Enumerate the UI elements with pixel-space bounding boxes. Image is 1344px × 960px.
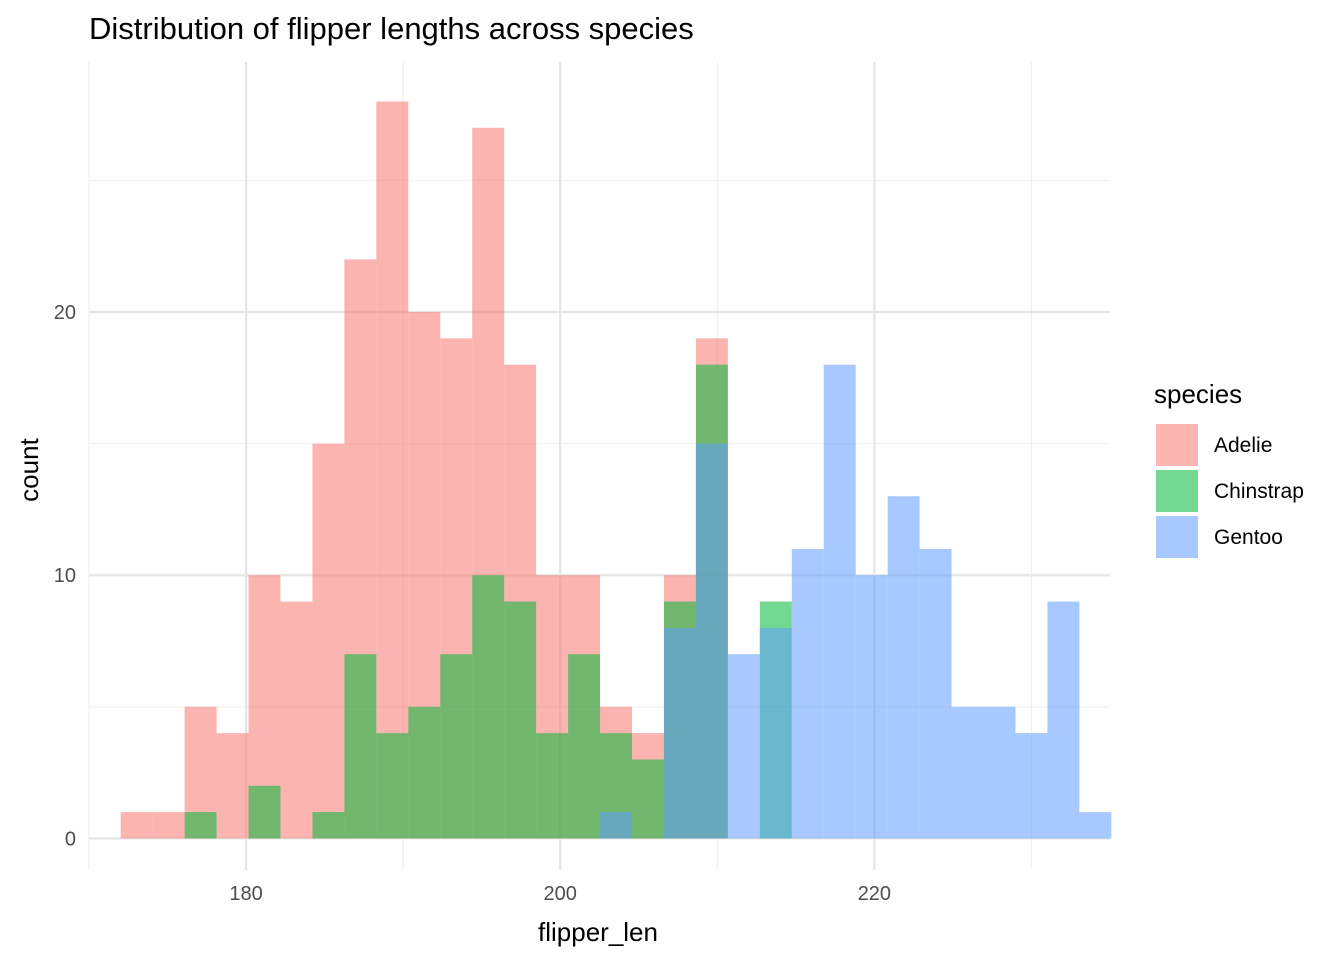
bar-chinstrap [184,812,217,839]
bar-gentoo [919,548,952,839]
bar-chinstrap [376,733,409,839]
bar-adelie [120,812,153,839]
bar-chinstrap [568,654,601,839]
bar-gentoo [695,443,728,839]
bar-gentoo [855,575,888,839]
legend: species Adelie Chinstrap Gentoo [1154,379,1304,558]
bar-gentoo [759,627,792,839]
x-axis-tick-labels: 180 200 220 [229,883,891,905]
bar-chinstrap [536,733,569,839]
bar-chinstrap [248,785,281,839]
bar-gentoo [600,812,632,839]
bar-gentoo [887,496,920,839]
bar-gentoo [823,364,856,839]
legend-title: species [1154,379,1242,409]
bar-gentoo [727,654,760,839]
bar-chinstrap [631,759,664,839]
bar-adelie [280,601,313,839]
x-tick-label: 220 [858,883,891,905]
legend-key-adelie [1156,424,1198,466]
bar-adelie [312,443,345,839]
y-tick-label: 0 [65,828,76,850]
bar-gentoo [1047,601,1080,839]
bar-adelie [376,101,409,839]
bar-gentoo [1079,812,1112,839]
bar-gentoo [983,706,1016,839]
y-axis-title: count [14,437,44,501]
legend-label-chinstrap: Chinstrap [1214,480,1304,503]
bar-gentoo [791,548,824,839]
histogram-bars [120,101,1112,839]
bar-adelie [152,812,185,839]
x-axis-title: flipper_len [538,917,658,947]
bar-chinstrap [312,812,345,839]
bar-chinstrap [440,654,473,839]
bar-chinstrap [408,706,441,839]
y-axis-tick-labels: 0 10 20 [54,302,76,850]
x-tick-label: 180 [229,883,262,905]
legend-label-gentoo: Gentoo [1214,526,1283,549]
x-tick-label: 200 [544,883,577,905]
y-tick-label: 10 [54,565,76,587]
legend-label-adelie: Adelie [1214,434,1272,457]
legend-key-chinstrap [1156,470,1198,512]
chart-title: Distribution of flipper lengths across s… [89,11,694,46]
legend-items: Adelie Chinstrap Gentoo [1156,424,1304,558]
y-tick-label: 20 [54,302,76,324]
legend-key-gentoo [1156,516,1198,558]
bar-gentoo [1015,733,1048,839]
bar-gentoo [951,706,984,839]
bar-gentoo [663,627,696,839]
bar-chinstrap [344,654,377,839]
bar-adelie [216,733,249,839]
bar-chinstrap [472,575,505,839]
bar-chinstrap [504,601,537,839]
